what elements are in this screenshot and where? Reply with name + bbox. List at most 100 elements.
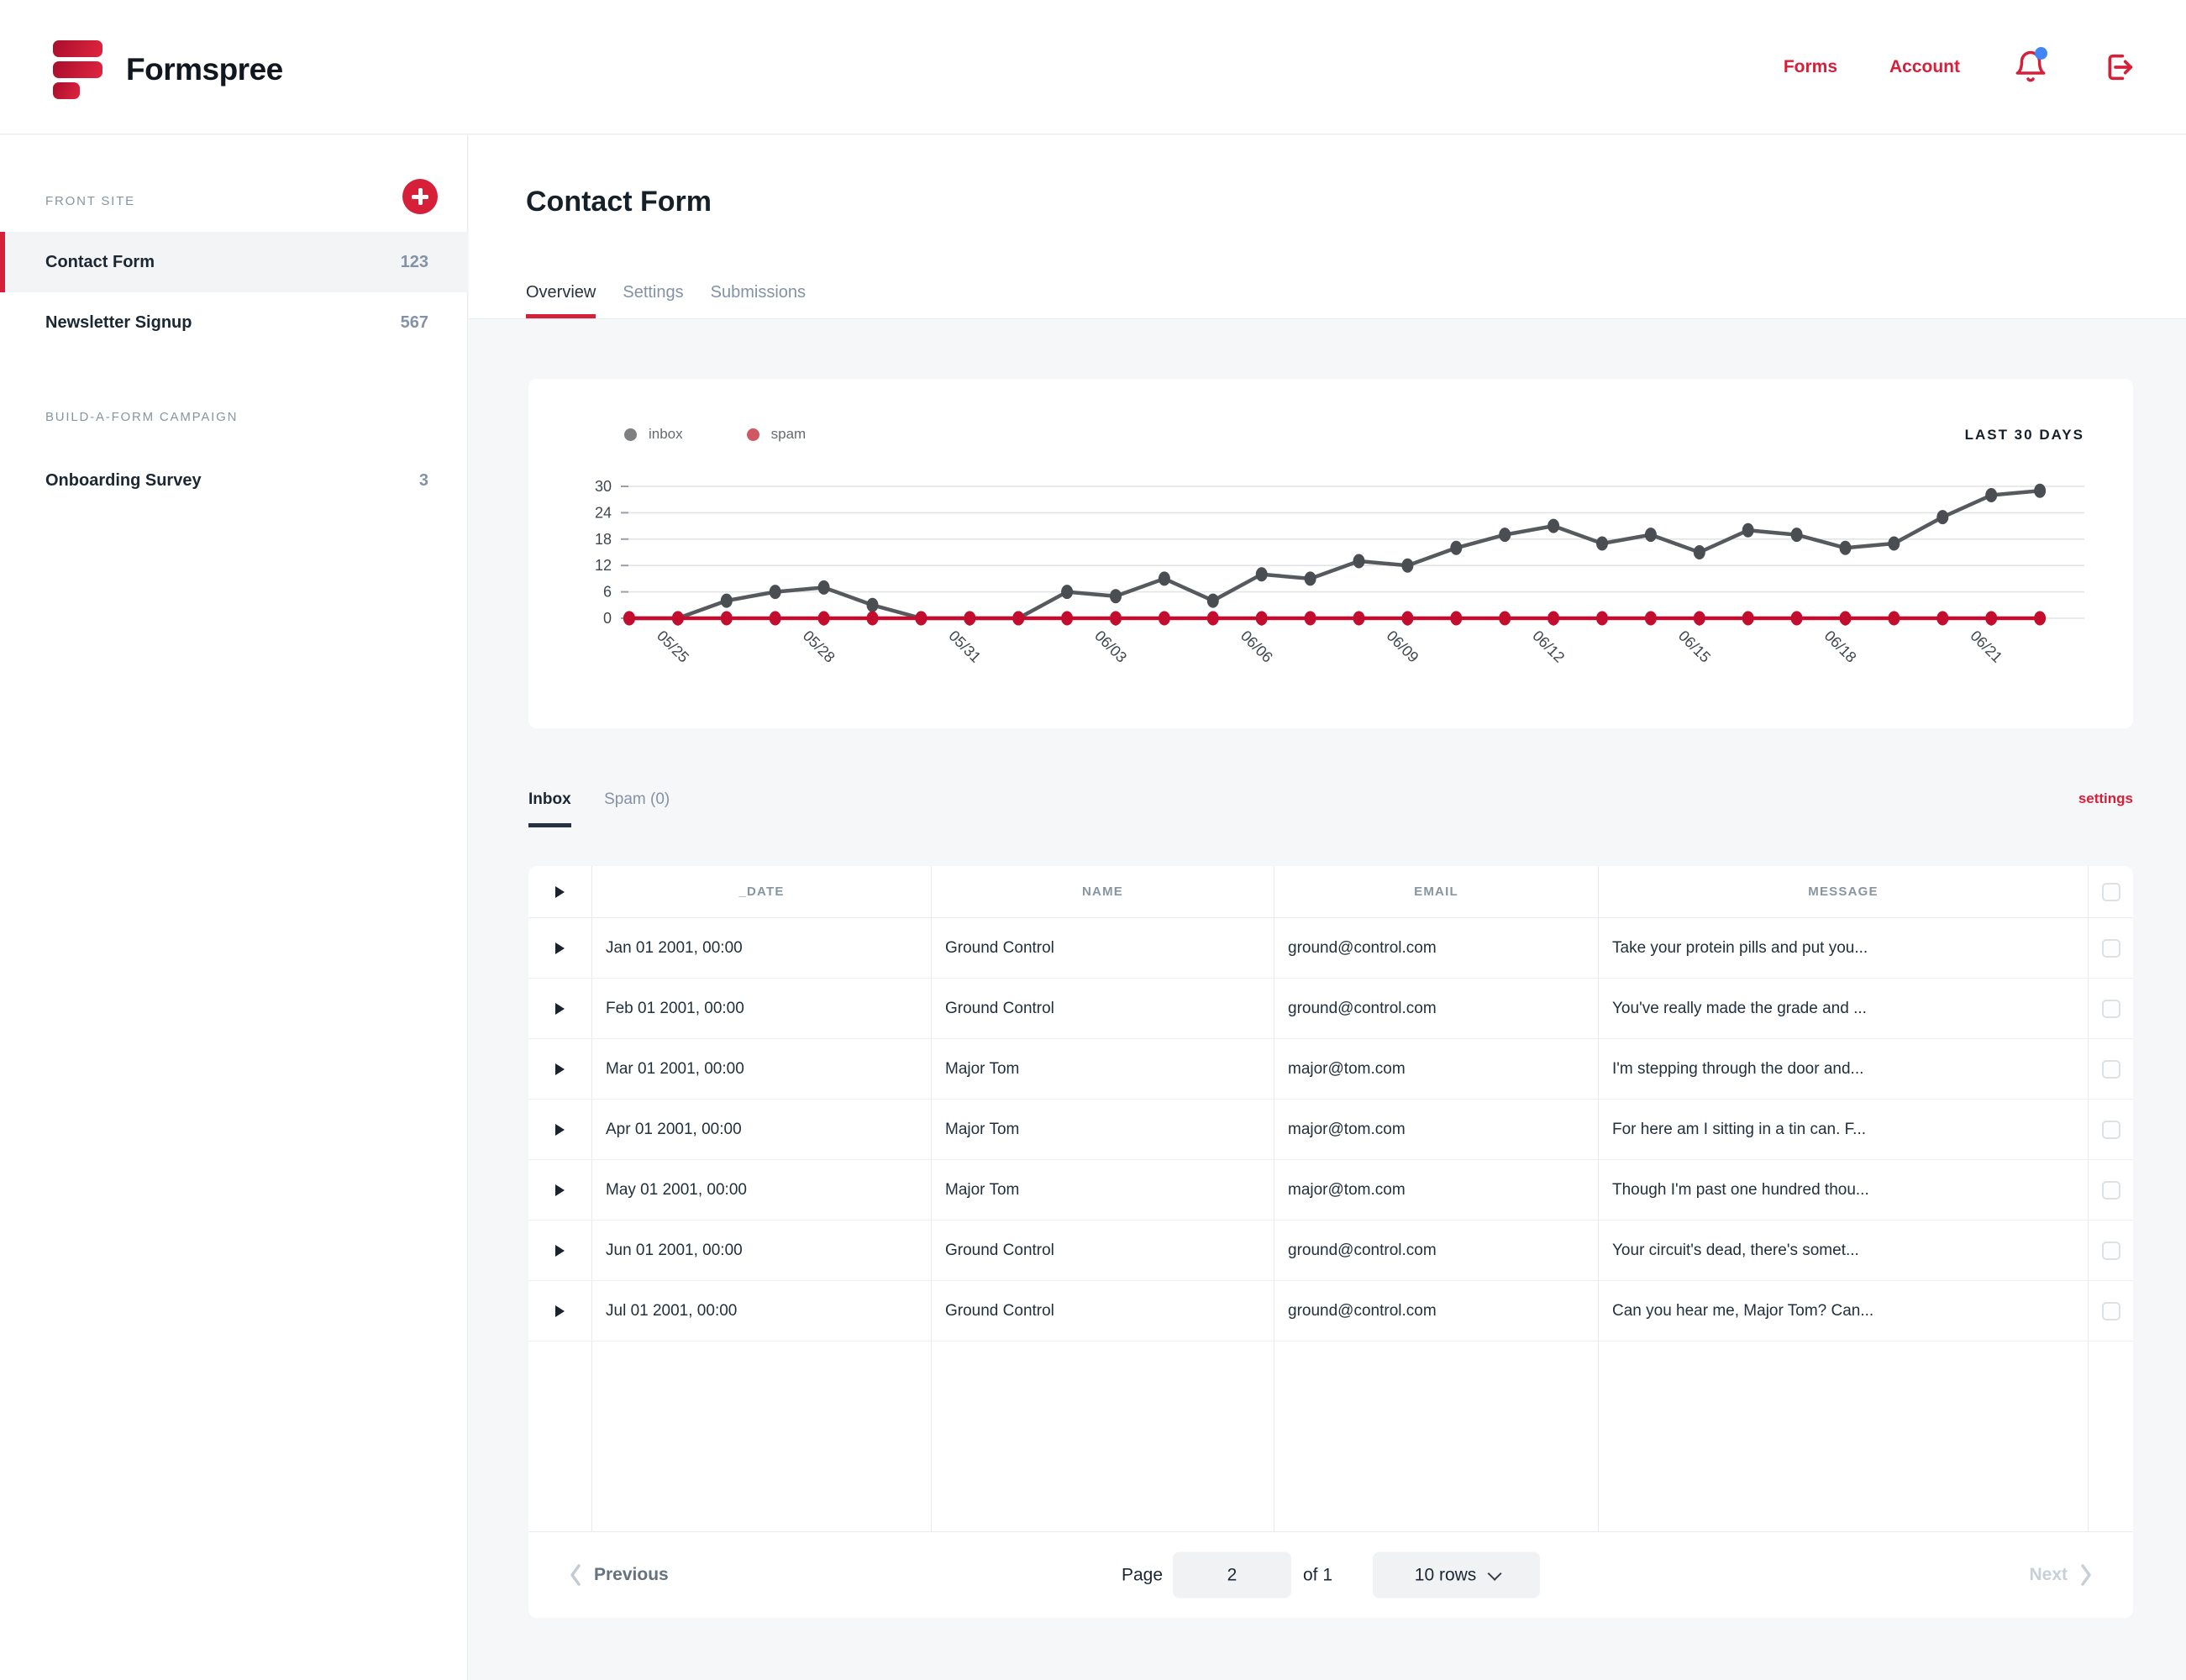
table-row[interactable]: May 01 2001, 00:00 Major Tom major@tom.com… (528, 1160, 2133, 1221)
previous-page-button[interactable]: Previous (569, 1563, 669, 1587)
main-content: Contact Form Overview Settings Submissio… (469, 135, 2186, 1680)
next-page-button[interactable]: Next (2029, 1563, 2093, 1587)
row-checkbox[interactable] (2101, 1301, 2120, 1320)
row-checkbox-cell (2089, 1039, 2133, 1099)
legend-label: spam (770, 426, 807, 442)
rows-per-page-select[interactable]: 10 rows (1373, 1551, 1541, 1599)
page-total-label: of 1 (1303, 1565, 1333, 1584)
tab-overview[interactable]: Overview (526, 283, 596, 318)
header-checkbox-cell (2089, 866, 2133, 917)
cell-message: Your circuit's dead, there's somet... (1599, 1221, 2089, 1280)
table-row[interactable]: Mar 01 2001, 00:00 Major Tom major@tom.com… (528, 1039, 2133, 1100)
logout-button[interactable] (2101, 49, 2138, 86)
form-tabs: Overview Settings Submissions (526, 283, 806, 318)
row-expand-arrow[interactable] (528, 1221, 592, 1280)
cell-email: ground@control.com (1274, 918, 1599, 978)
svg-text:05/28: 05/28 (800, 627, 838, 666)
cell-message: For here am I sitting in a tin can. F... (1599, 1100, 2089, 1159)
table-header-row: _DATE NAME EMAIL MESSAGE (528, 866, 2133, 918)
cell-date: Jun 01 2001, 00:00 (592, 1221, 932, 1280)
row-expand-arrow[interactable] (528, 1160, 592, 1220)
table-row[interactable]: Feb 01 2001, 00:00 Ground Control ground@c… (528, 979, 2133, 1039)
row-expand-arrow[interactable] (528, 1100, 592, 1159)
table-row[interactable]: Jun 01 2001, 00:00 Ground Control ground@c… (528, 1221, 2133, 1281)
formspree-logo[interactable]: Formspree (53, 40, 283, 99)
cell-message: Though I'm past one hundred thou... (1599, 1160, 2089, 1220)
svg-text:12: 12 (595, 557, 612, 574)
cell-email: ground@control.com (1274, 979, 1599, 1038)
row-expand-arrow[interactable] (528, 979, 592, 1038)
cell-message: Can you hear me, Major Tom? Can... (1599, 1281, 2089, 1341)
rows-per-page-value: 10 rows (1414, 1565, 1477, 1584)
select-all-checkbox[interactable] (2101, 882, 2120, 901)
svg-text:06/15: 06/15 (1675, 627, 1714, 666)
cell-message: You've really made the grade and ... (1599, 979, 2089, 1038)
chevron-right-icon (2081, 1564, 2091, 1586)
svg-text:18: 18 (595, 531, 612, 548)
row-checkbox[interactable] (2101, 999, 2120, 1018)
cell-email: major@tom.com (1274, 1160, 1599, 1220)
caret-right-icon (555, 885, 565, 898)
svg-text:06/09: 06/09 (1384, 627, 1422, 666)
chart-legend: inbox spam (624, 426, 806, 443)
sidebar-section-build-a-form: BUILD-A-FORM CAMPAIGN (45, 410, 239, 424)
add-form-button[interactable] (402, 179, 438, 214)
sidebar-item-onboarding-survey[interactable]: Onboarding Survey 3 (0, 450, 468, 511)
cell-name: Ground Control (932, 1221, 1274, 1280)
cell-message: Take your protein pills and put you... (1599, 918, 2089, 978)
caret-right-icon (555, 1063, 565, 1075)
caret-right-icon (555, 1305, 565, 1317)
cell-date: May 01 2001, 00:00 (592, 1160, 932, 1220)
cell-name: Major Tom (932, 1100, 1274, 1159)
cell-email: major@tom.com (1274, 1100, 1599, 1159)
row-expand-arrow[interactable] (528, 1039, 592, 1099)
row-checkbox-cell (2089, 1221, 2133, 1280)
header-expand-all[interactable] (528, 866, 592, 917)
row-checkbox[interactable] (2101, 1059, 2120, 1079)
nav-account-link[interactable]: Account (1889, 56, 1960, 76)
row-checkbox[interactable] (2101, 938, 2120, 958)
pagination-bar: Previous Page of 1 10 rows Next (528, 1531, 2133, 1618)
row-expand-arrow[interactable] (528, 918, 592, 978)
sidebar-item-newsletter-signup[interactable]: Newsletter Signup 567 (0, 292, 468, 353)
row-expand-arrow[interactable] (528, 1281, 592, 1341)
page-number-input[interactable] (1173, 1551, 1292, 1599)
svg-text:05/31: 05/31 (945, 627, 984, 666)
tab-spam[interactable]: Spam (0) (604, 790, 670, 808)
row-checkbox[interactable] (2101, 1241, 2120, 1260)
submissions-table-card: _DATE NAME EMAIL MESSAGE Jan 01 2001, 00… (528, 866, 2133, 1618)
tab-settings[interactable]: Settings (623, 283, 684, 302)
legend-item-inbox: inbox (624, 426, 683, 443)
svg-text:06/06: 06/06 (1238, 627, 1276, 666)
page-label: Page (1121, 1565, 1164, 1584)
table-row[interactable]: Jul 01 2001, 00:00 Ground Control ground@c… (528, 1281, 2133, 1341)
svg-text:6: 6 (603, 584, 612, 601)
legend-label: inbox (649, 426, 683, 442)
cell-date: Mar 01 2001, 00:00 (592, 1039, 932, 1099)
tab-submissions[interactable]: Submissions (710, 283, 807, 302)
cell-message: I'm stepping through the door and... (1599, 1039, 2089, 1099)
submission-count: 3 (418, 470, 428, 490)
spam-legend-dot-icon (746, 428, 759, 441)
form-name: Contact Form (45, 252, 155, 271)
nav-forms-link[interactable]: Forms (1783, 56, 1837, 76)
row-checkbox-cell (2089, 1281, 2133, 1341)
row-checkbox-cell (2089, 1100, 2133, 1159)
cell-date: Jan 01 2001, 00:00 (592, 918, 932, 978)
svg-text:0: 0 (603, 610, 612, 627)
sidebar-item-contact-form[interactable]: Contact Form 123 (0, 232, 468, 292)
svg-text:06/03: 06/03 (1091, 627, 1130, 666)
row-checkbox[interactable] (2101, 1180, 2120, 1200)
tab-inbox[interactable]: Inbox (528, 790, 571, 827)
svg-text:06/12: 06/12 (1529, 627, 1568, 666)
notifications-button[interactable] (2012, 46, 2049, 86)
caret-right-icon (555, 942, 565, 954)
cell-name: Ground Control (932, 1281, 1274, 1341)
table-row[interactable]: Apr 01 2001, 00:00 Major Tom major@tom.com… (528, 1100, 2133, 1160)
table-row[interactable]: Jan 01 2001, 00:00 Ground Control ground@c… (528, 918, 2133, 979)
row-checkbox[interactable] (2101, 1120, 2120, 1139)
submissions-line-chart: 0 6 12 18 24 30 05/25 05/28 05/31 06/03 06/06 06/09… (595, 478, 2084, 666)
cell-date: Jul 01 2001, 00:00 (592, 1281, 932, 1341)
table-settings-link[interactable]: settings (2078, 790, 2133, 806)
form-name: Onboarding Survey (45, 470, 202, 490)
